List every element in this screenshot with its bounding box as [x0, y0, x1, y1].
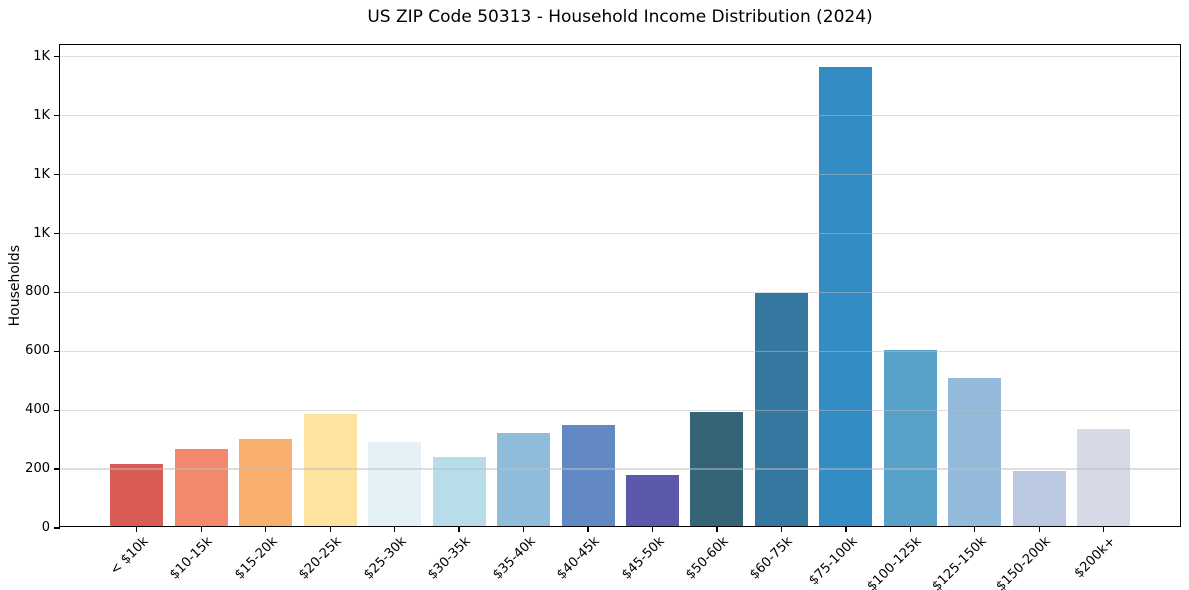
- y-tick-mark: [54, 409, 60, 411]
- y-tick-mark: [54, 468, 60, 470]
- y-tick-label: 1K: [33, 225, 50, 241]
- x-tick-label: $50-60k: [683, 534, 732, 583]
- bar: [1077, 429, 1131, 526]
- y-axis-label: Households: [7, 244, 23, 327]
- bar: [626, 475, 679, 526]
- x-tick-mark: [522, 526, 525, 532]
- y-tick-label: 1K: [33, 107, 50, 123]
- y-tick-label: 1K: [33, 48, 50, 64]
- x-tick-mark: [780, 526, 783, 532]
- y-tick-label: 0: [41, 520, 50, 535]
- x-tick-label: $150-200k: [993, 534, 1054, 590]
- x-tick-label: $200k+: [1071, 534, 1119, 582]
- y-tick-label: 1K: [33, 166, 50, 182]
- chart-title: US ZIP Code 50313 - Household Income Dis…: [367, 7, 873, 27]
- x-tick-mark: [394, 526, 396, 532]
- plot-area: < $10k $10-15k $15-20k $20-25k $25-30k $30-35…: [25, 44, 1181, 590]
- bar: [239, 438, 293, 526]
- y-axis-label-container: Households: [2, 44, 28, 527]
- x-tick-mark: [909, 526, 911, 532]
- bar: [368, 441, 422, 526]
- gridline: [60, 173, 1180, 176]
- x-tick-mark: [587, 526, 589, 532]
- bar: [1012, 470, 1066, 526]
- x-tick-mark: [200, 526, 202, 532]
- gridline: [60, 232, 1180, 235]
- x-tick-label: $60-75k: [747, 534, 796, 583]
- gridline: [60, 56, 1180, 58]
- x-tick-label: $35-40k: [489, 534, 539, 583]
- x-tick-label: $45-50k: [618, 534, 668, 583]
- y-tick-mark: [54, 173, 60, 176]
- y-tick-label: 400: [25, 402, 50, 418]
- x-tick-label: < $10k: [107, 534, 152, 579]
- x-tick-mark: [845, 526, 847, 532]
- x-tick-label: $15-20k: [231, 534, 281, 583]
- x-tick-label: $30-35k: [425, 534, 474, 583]
- bar: [110, 463, 164, 526]
- y-tick-label: 600: [25, 343, 50, 359]
- x-tick-label: $100-125k: [864, 534, 925, 590]
- y-tick-label: 800: [25, 284, 50, 300]
- plot-inner: < $10k $10-15k $15-20k $20-25k $25-30k $30-35…: [25, 45, 1180, 590]
- gridline: [60, 409, 1180, 411]
- x-tick-label: $40-45k: [554, 534, 603, 583]
- x-tick-mark: [716, 526, 718, 532]
- x-tick-mark: [974, 526, 976, 532]
- y-tick-mark: [54, 232, 60, 235]
- gridline: [60, 468, 1180, 470]
- x-tick-label: $10-15k: [167, 534, 216, 583]
- x-tick-label: $75-100k: [806, 534, 861, 589]
- x-tick-mark: [136, 526, 138, 532]
- gridline: [60, 291, 1180, 293]
- x-tick-label: $125-150k: [929, 534, 990, 590]
- y-tick-mark: [54, 350, 60, 352]
- x-tick-mark: [651, 526, 654, 532]
- y-tick-mark: [54, 291, 60, 293]
- y-tick-mark: [54, 527, 60, 529]
- x-tick-label: $25-30k: [360, 534, 410, 583]
- y-tick-mark: [54, 56, 60, 58]
- bar: [303, 414, 357, 526]
- gridline: [60, 115, 1180, 117]
- bar: [819, 67, 873, 526]
- x-tick-label: $20-25k: [296, 534, 345, 583]
- x-tick-mark: [1103, 526, 1105, 532]
- y-tick-label: 200: [25, 461, 50, 477]
- x-tick-mark: [1038, 526, 1040, 532]
- bar: [883, 349, 937, 526]
- bar: [948, 378, 1002, 526]
- x-tick-mark: [329, 526, 331, 532]
- bar: [561, 425, 615, 526]
- bar: [174, 449, 228, 526]
- bar: [497, 432, 550, 526]
- y-tick-mark: [54, 115, 60, 117]
- gridline: [60, 350, 1180, 352]
- x-tick-mark: [265, 526, 267, 532]
- x-tick-mark: [458, 526, 460, 532]
